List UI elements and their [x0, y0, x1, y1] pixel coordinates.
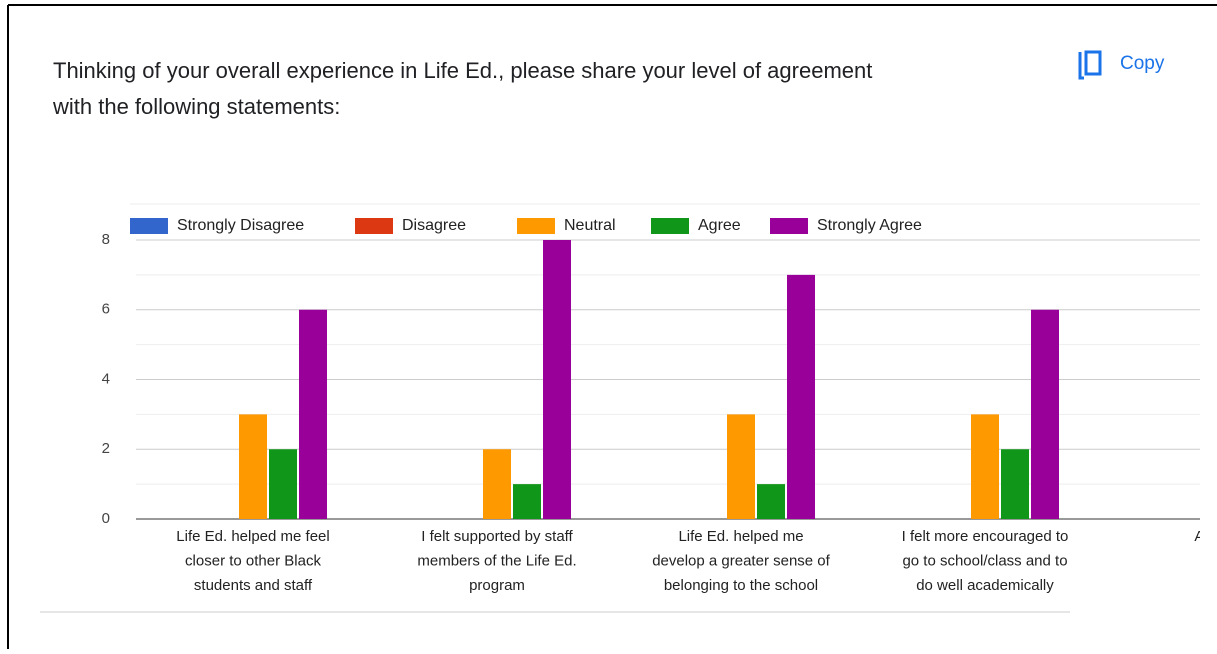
legend-swatch — [130, 218, 168, 234]
bar — [513, 484, 541, 519]
x-tick-label: develop a greater sense of — [652, 552, 830, 569]
legend-swatch — [770, 218, 808, 234]
x-tick-label: program — [469, 577, 525, 594]
bar — [1031, 309, 1059, 519]
x-tick-label: closer to other Black — [185, 552, 321, 569]
x-tick-label: members of the Life Ed. — [417, 552, 576, 569]
bar — [787, 274, 815, 519]
plot: Life Ed. helped me feel closer to other B… — [136, 239, 1217, 594]
question-title: Thinking of your overall experience in L… — [53, 58, 872, 83]
bar — [483, 449, 511, 519]
legend-label: Neutral — [564, 217, 616, 234]
y-tick-label: 6 — [102, 301, 110, 318]
y-tick-label: 0 — [102, 510, 110, 527]
copy-button[interactable]: Copy — [1078, 50, 1165, 80]
legend-swatch — [355, 218, 393, 234]
bar — [757, 484, 785, 519]
legend-label: Strongly Disagree — [177, 217, 304, 234]
bar — [269, 449, 297, 519]
x-tick-label: students and staff — [194, 577, 313, 594]
x-tick-label: I felt supported by staff — [421, 528, 573, 545]
y-tick-label: 4 — [102, 370, 110, 387]
bar — [971, 414, 999, 519]
x-tick-label: go to school/class and to — [902, 552, 1067, 569]
bar — [727, 414, 755, 519]
legend-label: Strongly Agree — [817, 217, 922, 234]
x-tick-label: do well academically — [916, 577, 1054, 594]
x-tick-label: All my exp — [1194, 528, 1217, 545]
copy-label: Copy — [1120, 53, 1165, 74]
y-tick-label: 8 — [102, 231, 110, 248]
bar — [543, 240, 571, 519]
legend-label: Agree — [698, 217, 741, 234]
copy-icon — [1078, 50, 1102, 80]
legend-swatch — [651, 218, 689, 234]
x-tick-label: belonging to the school — [664, 577, 818, 594]
x-tick-label: I felt more encouraged to — [902, 528, 1069, 545]
bar — [1001, 449, 1029, 519]
bar — [239, 414, 267, 519]
x-tick-label: Life Ed. helped me feel — [176, 528, 329, 545]
x-tick-label: met in — [1209, 552, 1217, 569]
bar — [299, 309, 327, 519]
legend-swatch — [517, 218, 555, 234]
legend-label: Disagree — [402, 217, 466, 234]
x-tick-label: Life Ed. helped me — [678, 528, 803, 545]
question-title: with the following statements: — [52, 94, 340, 119]
y-tick-label: 2 — [102, 440, 110, 457]
